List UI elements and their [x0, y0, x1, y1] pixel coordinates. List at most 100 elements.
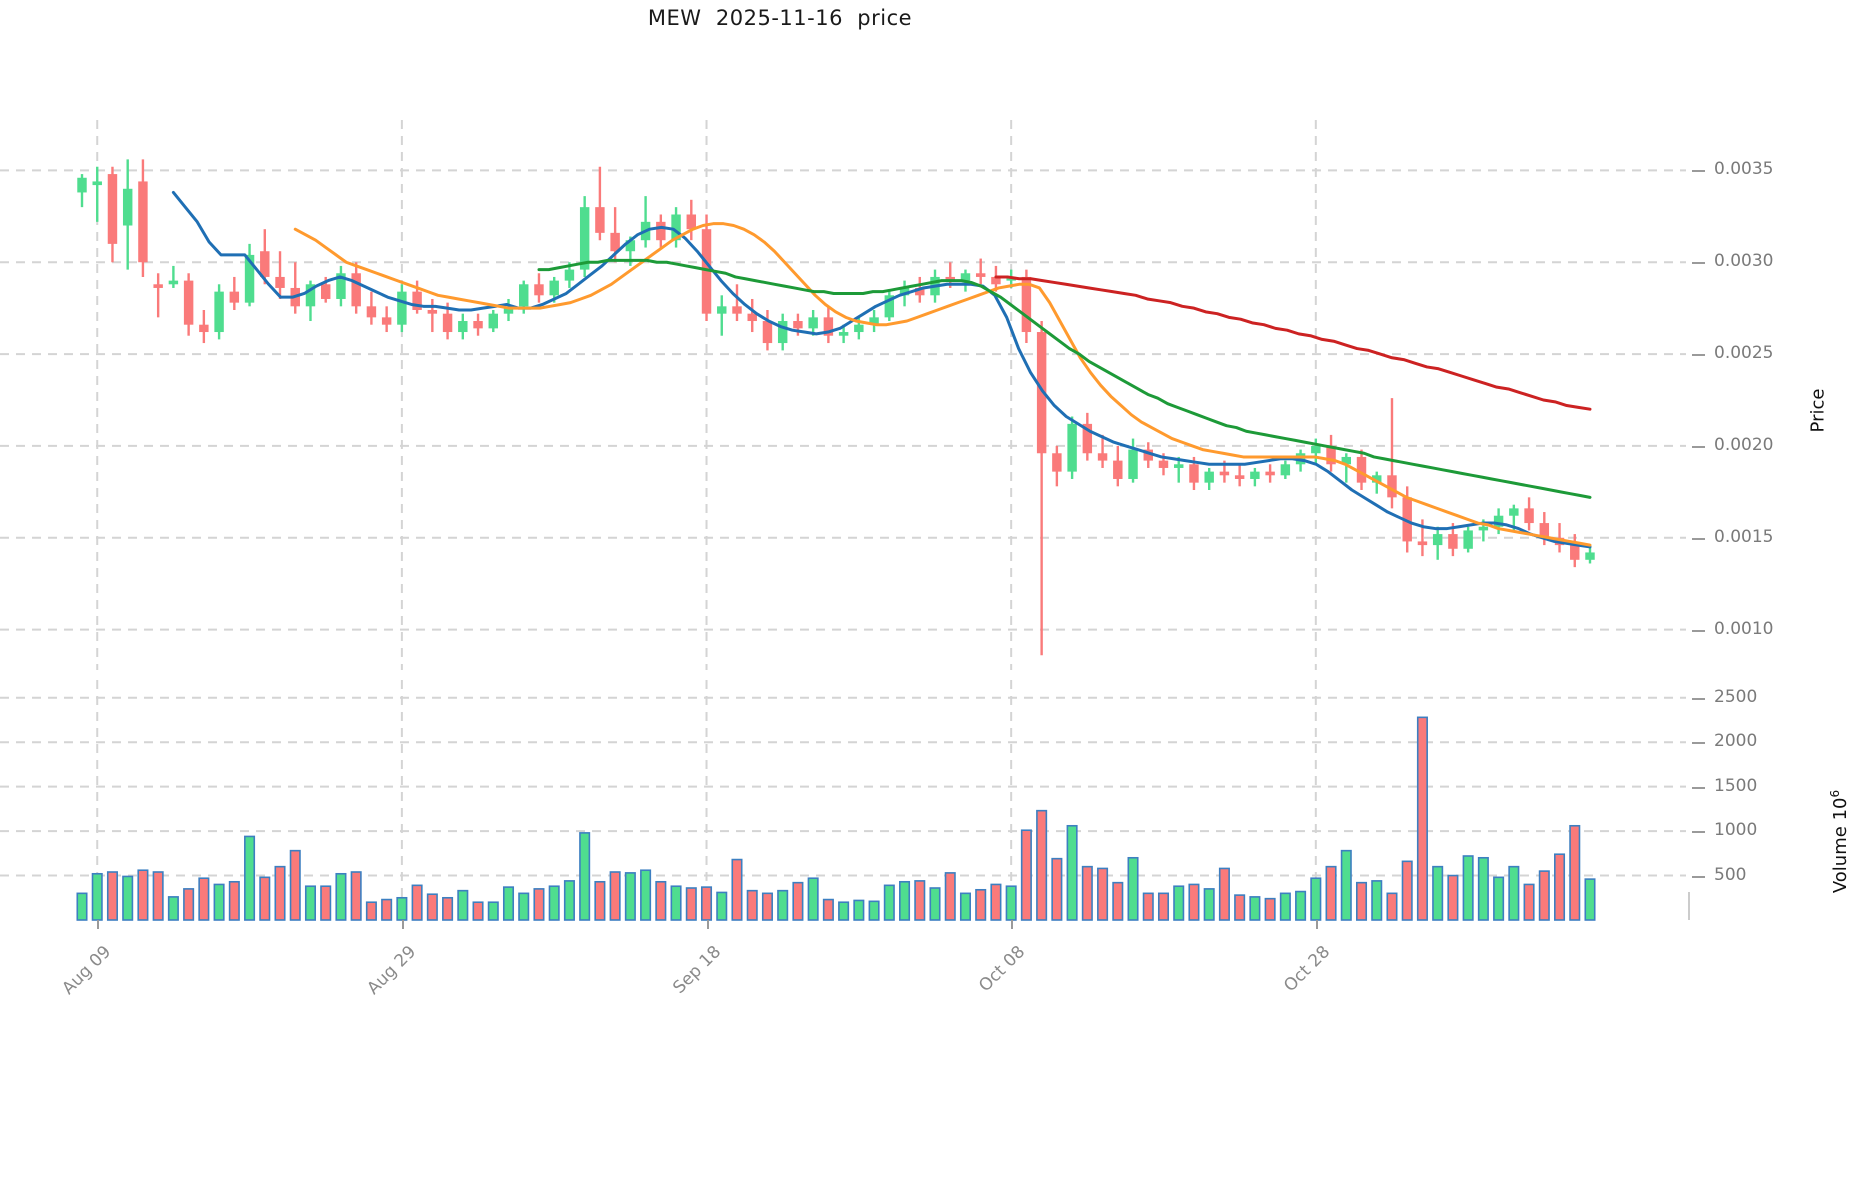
candlestick — [1234, 464, 1245, 487]
candlestick — [1021, 269, 1032, 344]
volume-bar — [1081, 865, 1093, 921]
volume-bar — [152, 871, 164, 921]
candlestick — [1570, 534, 1580, 568]
candlestick — [107, 166, 118, 263]
candlestick — [1356, 449, 1367, 490]
candlestick — [1204, 467, 1214, 490]
candlestick — [1128, 438, 1138, 483]
volume-bar — [457, 889, 469, 921]
volume-bar — [853, 899, 865, 921]
y-tick-mark — [1692, 742, 1705, 745]
volume-bar — [640, 869, 652, 921]
volume-bar — [1569, 824, 1581, 921]
volume-bar — [563, 880, 575, 921]
candlestick — [1113, 445, 1123, 487]
volume-bar — [929, 887, 941, 921]
candlestick — [823, 306, 834, 344]
candlestick — [122, 159, 133, 270]
volume-bar — [899, 880, 911, 921]
x-tick-label: Aug 09 — [58, 942, 116, 999]
volume-bar — [1371, 880, 1383, 921]
candlestick — [1082, 412, 1093, 461]
volume-bar — [609, 871, 621, 921]
candlestick — [717, 295, 727, 336]
volume-axis-title: Volume 106 — [1828, 790, 1851, 893]
volume-panel — [0, 680, 1686, 921]
volume-bar — [914, 880, 926, 921]
candlestick — [153, 273, 163, 318]
volume-bar — [579, 832, 591, 921]
ma-line-ma_mid — [293, 222, 1592, 547]
volume-bar — [244, 835, 256, 921]
volume-plot — [0, 680, 1686, 921]
x-tick-mark — [1011, 920, 1014, 929]
volume-bar — [1325, 865, 1337, 921]
candlestick — [336, 265, 346, 307]
ma-line-ma_long — [537, 258, 1592, 499]
volume-axis-exponent-sup: 6 — [1828, 789, 1843, 798]
volume-axis-label-text: Volume — [1830, 826, 1852, 894]
volume-bar — [320, 885, 332, 921]
ma-line-ma_short — [171, 190, 1592, 549]
price-axis-title: Price — [1807, 388, 1829, 433]
volume-bar — [213, 883, 225, 921]
candlestick — [77, 174, 87, 208]
candlestick — [260, 229, 270, 285]
volume-bar — [1523, 883, 1535, 921]
candlestick — [168, 265, 179, 288]
volume-tick-label: 1000 — [1714, 820, 1758, 841]
candlestick — [534, 273, 544, 303]
volume-bar — [1249, 896, 1261, 921]
candlestick — [1524, 497, 1534, 531]
candlestick — [1432, 526, 1443, 560]
volume-axis-spine — [1688, 892, 1690, 920]
candlestick — [777, 313, 788, 351]
price-tick-label: 0.0025 — [1714, 343, 1774, 364]
candlestick — [869, 310, 879, 333]
volume-bar — [518, 892, 530, 921]
y-tick-mark — [1692, 875, 1705, 878]
volume-bar — [304, 885, 317, 921]
volume-bar — [411, 884, 423, 921]
candlestick — [975, 258, 986, 285]
volume-bar — [289, 849, 301, 921]
candlestick — [1341, 453, 1352, 483]
volume-bar — [868, 900, 880, 921]
candlestick — [183, 273, 194, 336]
volume-bar — [487, 901, 499, 921]
volume-bar — [838, 901, 850, 921]
volume-bar — [1508, 865, 1520, 921]
volume-bar — [1355, 881, 1368, 921]
candlestick — [884, 291, 895, 322]
candlestick — [244, 243, 255, 307]
candlestick — [1097, 434, 1108, 468]
volume-bar — [198, 877, 210, 921]
candlestick — [1280, 460, 1291, 479]
x-tick-mark — [97, 920, 100, 929]
volume-bar — [990, 883, 1002, 921]
price-tick-label: 0.0015 — [1714, 526, 1774, 547]
candlestick — [1250, 467, 1260, 487]
y-tick-mark — [1692, 537, 1705, 540]
candlestick — [92, 166, 102, 222]
candlestick — [412, 280, 422, 314]
volume-bar — [183, 888, 195, 921]
volume-bar — [1157, 892, 1170, 921]
candlestick — [1143, 442, 1153, 468]
candlestick — [199, 310, 209, 344]
volume-bar — [1173, 885, 1185, 921]
candlestick — [503, 298, 514, 322]
volume-bar — [1477, 856, 1489, 921]
volume-bar — [122, 875, 134, 921]
candlestick — [1463, 526, 1473, 553]
candlestick — [701, 214, 712, 322]
volume-bar — [655, 880, 667, 921]
volume-bar — [365, 901, 377, 921]
candlestick — [488, 310, 498, 333]
volume-bar — [1234, 894, 1246, 921]
volume-bar — [1127, 856, 1139, 921]
volume-bar — [731, 858, 743, 921]
candlestick — [458, 313, 468, 340]
candlestick — [808, 310, 818, 336]
volume-bar — [1051, 857, 1063, 921]
